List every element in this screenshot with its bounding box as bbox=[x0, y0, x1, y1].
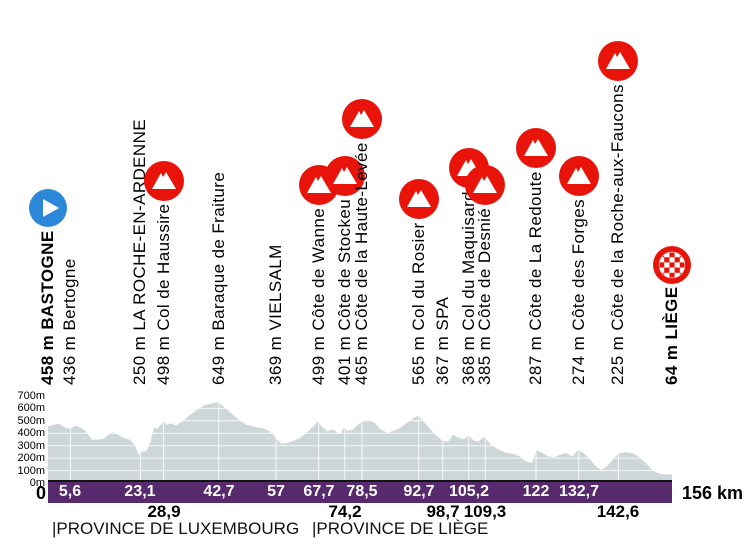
y-axis-tick-label: 600m bbox=[17, 402, 45, 414]
km-marker-on-bar: 23,1 bbox=[124, 483, 156, 500]
km-marker-on-bar: 67,7 bbox=[303, 483, 335, 500]
mountain-icon bbox=[465, 165, 505, 205]
distance-bar bbox=[48, 480, 672, 503]
km-marker-on-bar: 78,5 bbox=[346, 483, 378, 500]
mountain-icon bbox=[325, 156, 365, 196]
waypoint-label: 369 m VIELSALM bbox=[266, 244, 285, 385]
waypoint-label: 385 m Côte de Desnié bbox=[475, 207, 494, 385]
climb-icon bbox=[397, 177, 441, 221]
km-marker-on-bar: 105,2 bbox=[448, 483, 490, 500]
elevation-profile-area bbox=[48, 402, 672, 483]
elevation-profile-fill bbox=[48, 402, 672, 483]
km-marker-on-bar: 57 bbox=[267, 483, 285, 500]
y-axis-tick-label: 200m bbox=[17, 452, 45, 464]
mountain-icon bbox=[559, 156, 599, 196]
province-label: |PROVINCE DE LUXEMBOURG bbox=[52, 519, 300, 538]
km-marker-below-bar: 98,7 bbox=[426, 502, 460, 521]
mountain-icon bbox=[516, 128, 556, 168]
km-marker-below-bar: 28,9 bbox=[147, 502, 181, 521]
waypoint-label: 274 m Côte des Forges bbox=[569, 198, 588, 385]
y-axis-tick-label: 700m bbox=[17, 390, 45, 402]
play-icon bbox=[29, 189, 67, 227]
checkered-flag-icon bbox=[653, 246, 691, 284]
waypoint-label: 401 m Côte de Stockeu bbox=[335, 198, 354, 385]
climb-icon bbox=[514, 126, 558, 170]
province-label: |PROVINCE DE LIÈGE bbox=[312, 519, 489, 538]
climb-icon bbox=[142, 159, 186, 203]
km-marker-on-bar: 92,7 bbox=[403, 483, 435, 500]
km-marker-on-bar: 5,6 bbox=[58, 483, 82, 500]
waypoint-label: 436 m Bertogne bbox=[60, 258, 79, 385]
climb-icon bbox=[463, 163, 507, 207]
waypoint-label: 499 m Côte de Wanne bbox=[309, 207, 328, 385]
climb-icon bbox=[596, 39, 640, 83]
waypoint-label: 367 m SPA bbox=[433, 296, 452, 385]
finish-icon bbox=[650, 243, 694, 287]
mountain-icon bbox=[399, 179, 439, 219]
climb-icon bbox=[340, 97, 384, 141]
waypoint-label: 649 m Baraque de Fraiture bbox=[209, 171, 228, 385]
km-marker-below-bar: 74,2 bbox=[328, 502, 362, 521]
waypoint-label: 225 m Côte de la Roche-aux-Faucons bbox=[608, 84, 627, 385]
waypoint-label: 465 m Côte de la Haute-Levée bbox=[352, 142, 371, 385]
mountain-icon bbox=[598, 41, 638, 81]
km-marker-on-bar: 42,7 bbox=[203, 483, 235, 500]
waypoint-label: 64 m LIÈGE bbox=[662, 286, 681, 385]
start-km-label: 0 bbox=[35, 483, 46, 503]
waypoint-label: 565 m Col du Rosier bbox=[409, 222, 428, 385]
start-icon bbox=[26, 186, 70, 230]
waypoint-label: 458 m BASTOGNE bbox=[38, 230, 57, 385]
mountain-icon bbox=[342, 99, 382, 139]
mountain-icon bbox=[144, 161, 184, 201]
km-marker-on-bar: 132,7 bbox=[558, 483, 600, 500]
climb-icon bbox=[557, 154, 601, 198]
y-axis-tick-label: 0m bbox=[29, 477, 45, 489]
km-marker-below-bar: 109,3 bbox=[463, 502, 507, 521]
waypoint-label: 287 m Côte de La Redoute bbox=[526, 171, 545, 385]
y-axis-tick-label: 300m bbox=[17, 440, 45, 452]
total-distance-label: 156 km bbox=[682, 483, 744, 503]
y-axis-tick-label: 500m bbox=[17, 415, 45, 427]
km-marker-below-bar: 142,6 bbox=[596, 502, 640, 521]
y-axis-tick-label: 400m bbox=[17, 427, 45, 439]
waypoint-label: 498 m Col de Haussire bbox=[154, 203, 173, 385]
km-marker-on-bar: 122 bbox=[522, 483, 550, 500]
climb-icon bbox=[323, 154, 367, 198]
y-axis-tick-label: 100m bbox=[17, 465, 45, 477]
